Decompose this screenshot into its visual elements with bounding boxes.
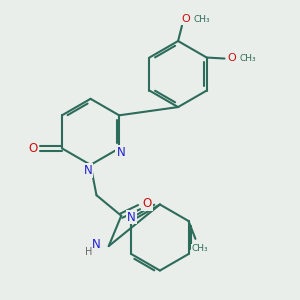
Text: O: O [228,53,236,63]
Text: CH₃: CH₃ [193,15,210,24]
Text: CH₃: CH₃ [240,54,256,63]
Text: N: N [116,146,125,159]
Text: N: N [92,238,100,251]
Text: N: N [127,211,136,224]
Text: N: N [83,164,92,177]
Text: CH₃: CH₃ [192,244,208,253]
Text: O: O [181,14,190,24]
Text: O: O [142,197,152,210]
Text: O: O [28,142,38,155]
Text: H: H [85,247,92,257]
